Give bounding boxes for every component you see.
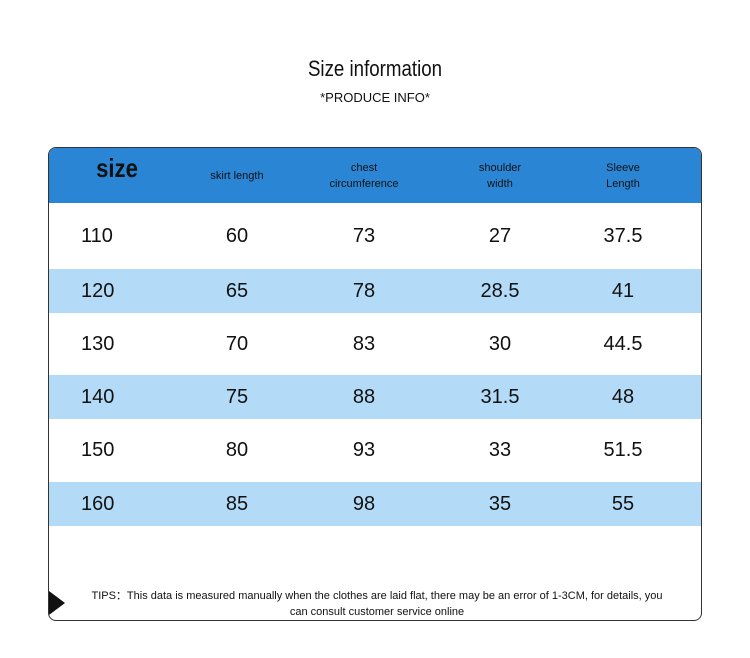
table-cell: 75 (225, 385, 249, 408)
table-cell: 44.5 (603, 332, 643, 355)
header-text: width (487, 177, 513, 190)
table-row: 160 85 98 35 55 (49, 482, 701, 526)
table-cell: 28.5 (480, 279, 520, 302)
header-cell: shoulder width (440, 148, 560, 203)
table-cell: 110 (81, 224, 113, 247)
table-cell: 33 (488, 439, 512, 461)
table-cell: 55 (611, 492, 635, 515)
table-cell: 83 (352, 332, 376, 355)
table-row: 120 65 78 28.5 41 (49, 269, 701, 313)
table-row: 140 75 88 31.5 48 (49, 375, 701, 419)
header-text: shoulder (478, 161, 522, 174)
table-cell: 120 (81, 279, 115, 302)
table-cell: 27 (488, 224, 512, 247)
table-cell: 150 (81, 439, 115, 461)
header-text: skirt length (210, 169, 264, 182)
header-text: chest (350, 161, 378, 174)
table-cell: 88 (352, 385, 376, 408)
table-cell: 60 (225, 224, 249, 247)
header-cell: Sleeve Length (563, 148, 683, 203)
table-cell: 80 (225, 439, 249, 461)
table-cell: 41 (611, 279, 635, 302)
subtitle: *PRODUCE INFO* (320, 90, 430, 105)
table-cell: 73 (352, 224, 376, 247)
header-text: size (96, 153, 138, 183)
tips: TIPS：This data is measured manually when… (91, 590, 663, 618)
table-cell: 130 (81, 332, 115, 355)
table-cell: 85 (225, 492, 249, 515)
size-table: size skirt length chest circumference should… (48, 147, 702, 621)
header-cell: chest circumference (294, 148, 434, 203)
table-cell: 160 (81, 492, 115, 515)
header-text: circumference (329, 177, 399, 190)
table-cell: 98 (352, 492, 376, 515)
header-text: Length (606, 177, 640, 190)
table-row: 150 80 93 33 51.5 (49, 419, 701, 482)
header-cell: size (49, 148, 160, 203)
table-cell: 30 (488, 332, 512, 355)
table-cell: 78 (352, 279, 376, 302)
tips-marker (49, 591, 65, 615)
table-cell: 37.5 (603, 224, 643, 247)
header-cell: skirt length (177, 148, 297, 203)
header-text: Sleeve (606, 161, 640, 174)
table-header: size skirt length chest circumference should… (49, 148, 701, 203)
table-cell: 48 (611, 385, 635, 408)
table-cell: 70 (225, 332, 249, 355)
table-cell: 31.5 (480, 385, 520, 408)
table-cell: 93 (352, 439, 376, 461)
table-cell: 51.5 (603, 439, 643, 461)
table-row: 130 70 83 30 44.5 (49, 313, 701, 375)
table-cell: 140 (81, 385, 115, 408)
table-row: 110 60 73 27 37.5 (49, 203, 701, 269)
title: Size information (307, 56, 443, 81)
table-cell: 65 (225, 279, 249, 302)
table-cell: 35 (488, 492, 512, 515)
